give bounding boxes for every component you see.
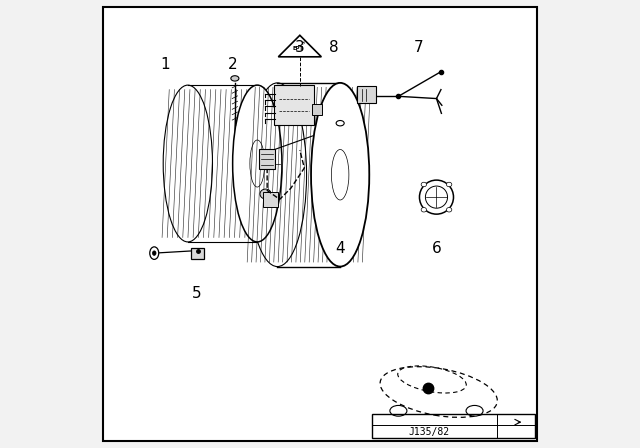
Ellipse shape xyxy=(447,182,452,187)
FancyBboxPatch shape xyxy=(260,141,280,186)
Ellipse shape xyxy=(231,76,239,81)
FancyBboxPatch shape xyxy=(191,248,204,259)
Ellipse shape xyxy=(163,85,212,242)
Ellipse shape xyxy=(419,180,454,214)
FancyBboxPatch shape xyxy=(356,86,376,103)
Text: EPT: EPT xyxy=(292,46,303,51)
Ellipse shape xyxy=(447,207,452,212)
Ellipse shape xyxy=(421,207,426,212)
FancyBboxPatch shape xyxy=(103,7,538,441)
Text: 3: 3 xyxy=(295,39,305,55)
Ellipse shape xyxy=(233,85,282,242)
Ellipse shape xyxy=(311,83,369,267)
Text: 6: 6 xyxy=(431,241,442,256)
Ellipse shape xyxy=(150,247,159,259)
Text: 2: 2 xyxy=(228,57,237,73)
FancyBboxPatch shape xyxy=(263,192,278,207)
FancyBboxPatch shape xyxy=(275,85,314,125)
Text: ⚡: ⚡ xyxy=(301,41,305,47)
Ellipse shape xyxy=(260,189,271,199)
FancyBboxPatch shape xyxy=(371,414,535,438)
FancyBboxPatch shape xyxy=(312,104,323,116)
Text: J135/82: J135/82 xyxy=(408,427,449,437)
Text: 1: 1 xyxy=(161,57,170,73)
Text: 8: 8 xyxy=(328,39,339,55)
Text: 5: 5 xyxy=(192,286,202,301)
Ellipse shape xyxy=(421,182,426,187)
Ellipse shape xyxy=(248,83,307,267)
FancyBboxPatch shape xyxy=(259,149,275,169)
Ellipse shape xyxy=(152,251,156,255)
Text: 4: 4 xyxy=(335,241,345,256)
Text: 7: 7 xyxy=(413,39,424,55)
Polygon shape xyxy=(278,35,321,57)
